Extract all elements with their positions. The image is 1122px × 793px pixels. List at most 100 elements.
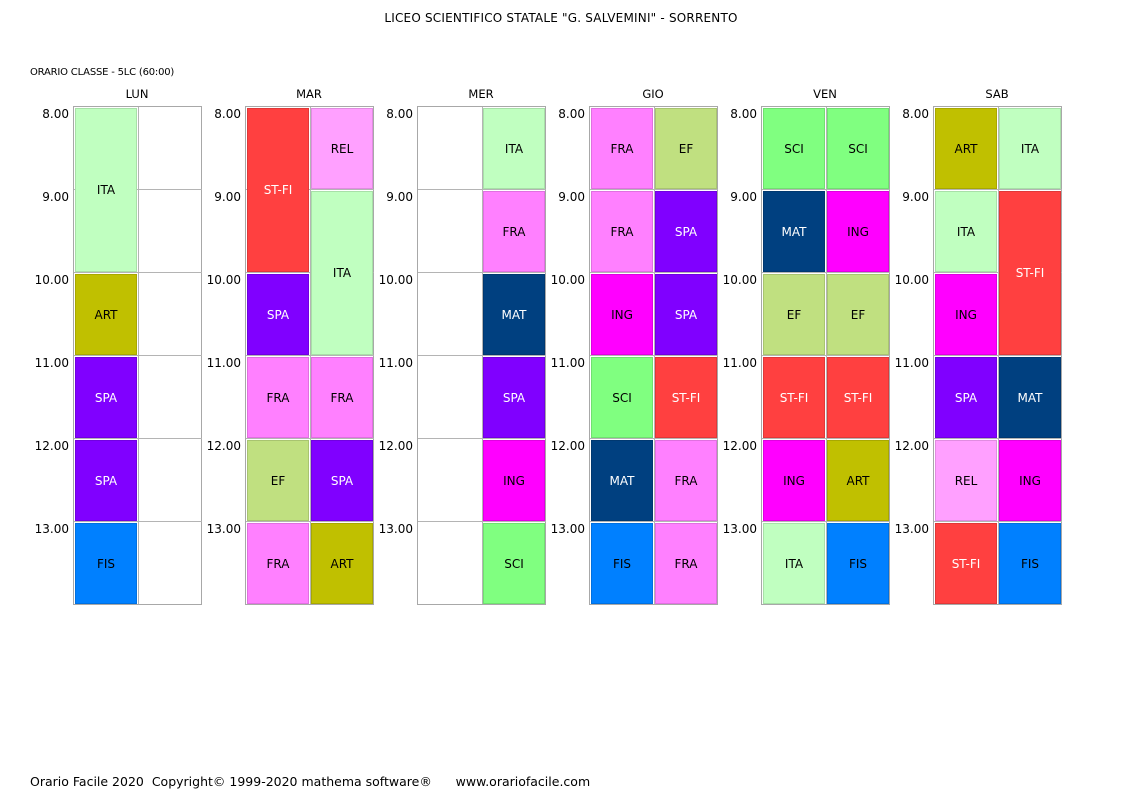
slot-divider [762, 521, 826, 522]
lesson-cell-ing[interactable]: ING [935, 274, 997, 355]
slot-divider [998, 438, 1062, 439]
slot-divider [138, 521, 202, 522]
lesson-cell-ing[interactable]: ING [827, 191, 889, 272]
slot-divider [246, 355, 310, 356]
lesson-cell-ef[interactable]: EF [763, 274, 825, 355]
slot-divider [826, 438, 890, 439]
lesson-cell-fis[interactable]: FIS [827, 523, 889, 604]
lesson-cell-fra[interactable]: FRA [655, 523, 717, 604]
lesson-cell-fra[interactable]: FRA [311, 357, 373, 438]
lesson-cell-spa[interactable]: SPA [75, 440, 137, 521]
lesson-cell-art[interactable]: ART [827, 440, 889, 521]
lesson-cell-fra[interactable]: FRA [247, 523, 309, 604]
lesson-cell-ing[interactable]: ING [763, 440, 825, 521]
lesson-cell-art[interactable]: ART [935, 108, 997, 189]
class-label: ORARIO CLASSE - 5LC (60:00) [30, 67, 175, 78]
slot-divider [934, 189, 998, 190]
lesson-cell-spa[interactable]: SPA [311, 440, 373, 521]
slot-divider [826, 272, 890, 273]
lesson-cell-spa[interactable]: SPA [655, 191, 717, 272]
hour-label: 8.00 [214, 107, 241, 121]
lesson-cell-ing[interactable]: ING [483, 440, 545, 521]
lesson-cell-art[interactable]: ART [75, 274, 137, 355]
hour-label: 10.00 [722, 273, 757, 287]
slot-divider [590, 438, 654, 439]
lesson-cell-fra[interactable]: FRA [247, 357, 309, 438]
lesson-cell-ef[interactable]: EF [827, 274, 889, 355]
lesson-cell-mat[interactable]: MAT [999, 357, 1061, 438]
hour-label: 12.00 [378, 439, 413, 453]
hour-label: 10.00 [378, 273, 413, 287]
lesson-cell-spa[interactable]: SPA [935, 357, 997, 438]
lesson-cell-mat[interactable]: MAT [763, 191, 825, 272]
slot-divider [418, 521, 482, 522]
lesson-cell-art[interactable]: ART [311, 523, 373, 604]
lesson-cell-sci[interactable]: SCI [763, 108, 825, 189]
slot-divider [998, 189, 1062, 190]
slot-divider [482, 438, 546, 439]
lesson-cell-mat[interactable]: MAT [483, 274, 545, 355]
lesson-cell-fra[interactable]: FRA [591, 108, 653, 189]
hour-label: 9.00 [730, 190, 757, 204]
lesson-cell-rel[interactable]: REL [311, 108, 373, 189]
slot-divider [418, 355, 482, 356]
lesson-cell-fra[interactable]: FRA [655, 440, 717, 521]
lesson-cell-spa[interactable]: SPA [483, 357, 545, 438]
lesson-cell-ing[interactable]: ING [999, 440, 1061, 521]
lesson-cell-ef[interactable]: EF [655, 108, 717, 189]
lesson-cell-st-fi[interactable]: ST-FI [935, 523, 997, 604]
lesson-cell-ing[interactable]: ING [591, 274, 653, 355]
lesson-cell-ita[interactable]: ITA [763, 523, 825, 604]
lesson-cell-spa[interactable]: SPA [655, 274, 717, 355]
slot-divider [934, 438, 998, 439]
footer-product: Orario Facile 2020 [30, 774, 144, 789]
hour-label: 11.00 [206, 356, 241, 370]
day-header-sab: SAB [985, 87, 1009, 101]
hour-label: 9.00 [42, 190, 69, 204]
lesson-cell-sci[interactable]: SCI [827, 108, 889, 189]
lesson-cell-rel[interactable]: REL [935, 440, 997, 521]
lesson-cell-ita[interactable]: ITA [999, 108, 1061, 189]
lesson-cell-ita[interactable]: ITA [483, 108, 545, 189]
lesson-cell-fis[interactable]: FIS [999, 523, 1061, 604]
slot-divider [934, 355, 998, 356]
lesson-cell-sci[interactable]: SCI [483, 523, 545, 604]
lesson-cell-fra[interactable]: FRA [483, 191, 545, 272]
lesson-cell-fra[interactable]: FRA [591, 191, 653, 272]
footer-website[interactable]: www.orariofacile.com [455, 774, 591, 789]
slot-divider [138, 189, 202, 190]
lesson-cell-fis[interactable]: FIS [75, 523, 137, 604]
slot-divider [246, 521, 310, 522]
hour-label: 13.00 [34, 522, 69, 536]
hour-label: 11.00 [378, 356, 413, 370]
hour-label: 8.00 [558, 107, 585, 121]
lesson-cell-ita[interactable]: ITA [311, 191, 373, 355]
lesson-cell-st-fi[interactable]: ST-FI [827, 357, 889, 438]
lesson-cell-ita[interactable]: ITA [935, 191, 997, 272]
slot-divider [654, 438, 718, 439]
day-grid-gio: FRA FRA ING SCI MAT FIS EF SPA SPA ST-FI FRA FRA [589, 106, 718, 605]
lesson-cell-ef[interactable]: EF [247, 440, 309, 521]
slot-divider [590, 272, 654, 273]
lesson-cell-mat[interactable]: MAT [591, 440, 653, 521]
lesson-cell-st-fi[interactable]: ST-FI [247, 108, 309, 272]
hour-label: 9.00 [902, 190, 929, 204]
day-header-gio: GIO [642, 87, 664, 101]
hour-label: 8.00 [386, 107, 413, 121]
slot-divider [998, 521, 1062, 522]
lesson-cell-spa[interactable]: SPA [247, 274, 309, 355]
slot-divider [998, 355, 1062, 356]
hour-label: 11.00 [894, 356, 929, 370]
lesson-cell-st-fi[interactable]: ST-FI [763, 357, 825, 438]
lesson-cell-sci[interactable]: SCI [591, 357, 653, 438]
hour-label: 11.00 [550, 356, 585, 370]
lesson-cell-st-fi[interactable]: ST-FI [999, 191, 1061, 355]
slot-divider [246, 438, 310, 439]
slot-divider [138, 355, 202, 356]
lesson-cell-st-fi[interactable]: ST-FI [655, 357, 717, 438]
slot-divider [310, 521, 374, 522]
lesson-cell-fis[interactable]: FIS [591, 523, 653, 604]
hour-label: 12.00 [34, 439, 69, 453]
lesson-cell-spa[interactable]: SPA [75, 357, 137, 438]
lesson-cell-ita[interactable]: ITA [75, 108, 137, 272]
